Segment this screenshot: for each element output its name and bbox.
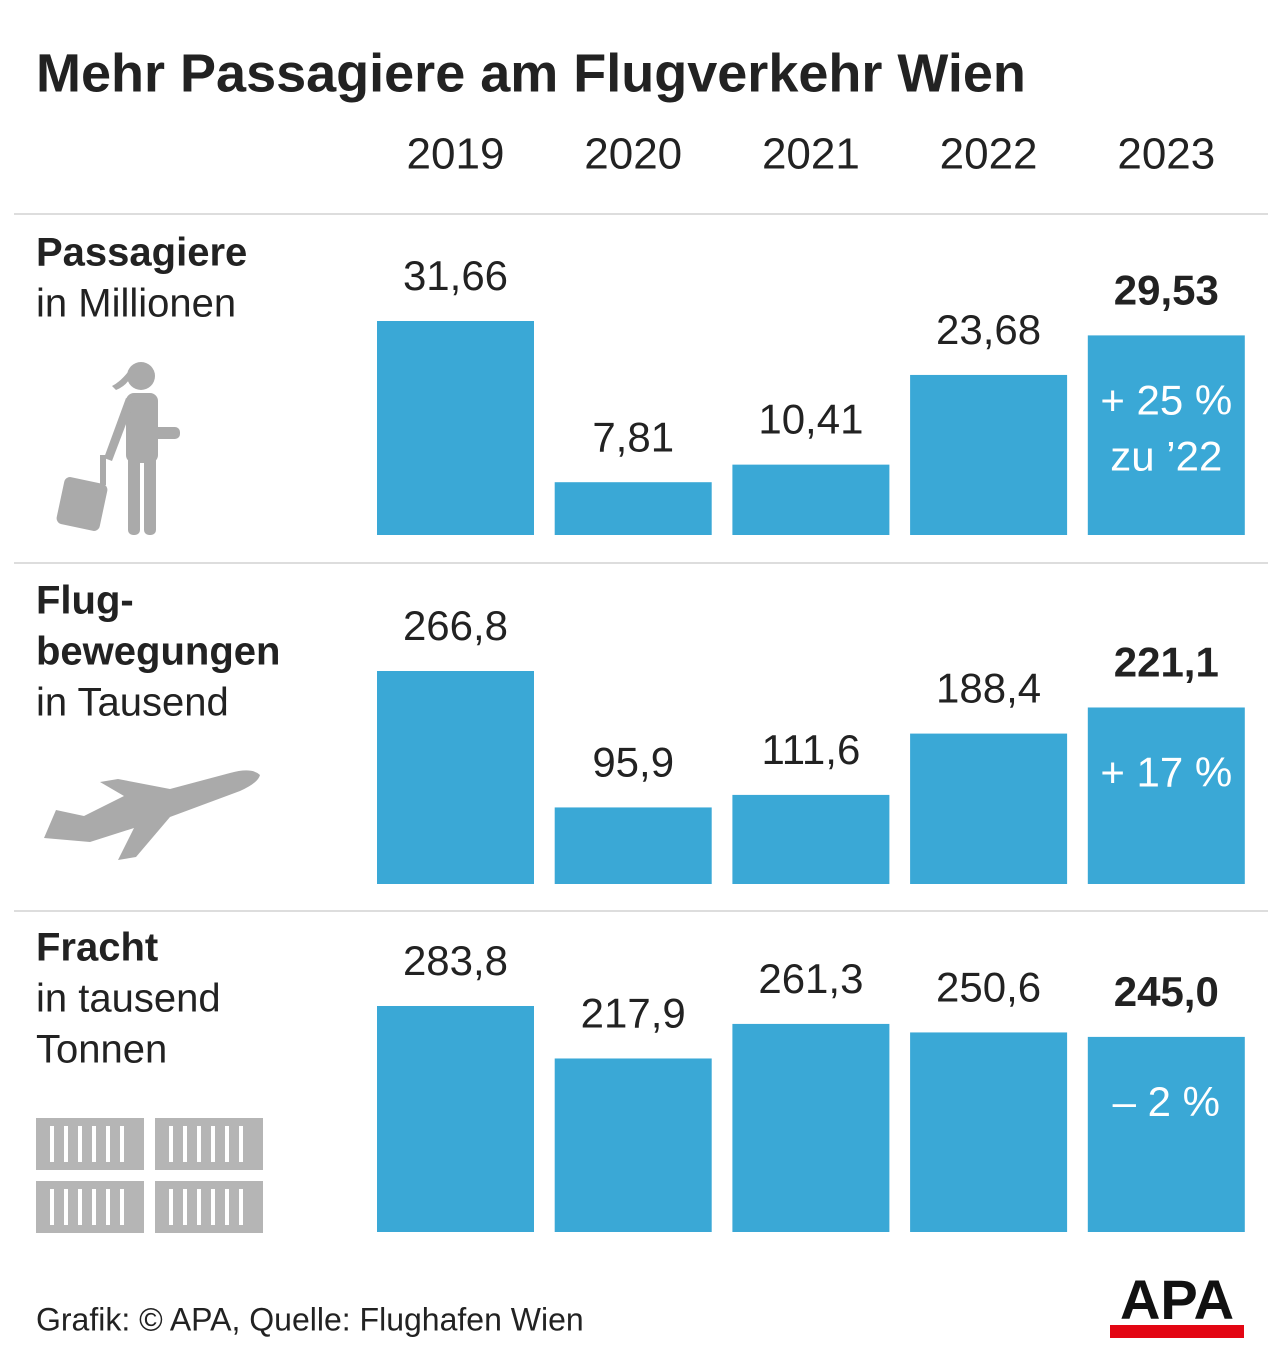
bar — [910, 733, 1068, 884]
value-label: 95,9 — [592, 739, 674, 786]
value-label: 29,53 — [1114, 266, 1219, 313]
value-label: 188,4 — [936, 665, 1041, 712]
bar — [910, 374, 1068, 535]
bar-annotation: + 25 % — [1100, 376, 1232, 423]
panel-title: Flug- — [36, 579, 134, 623]
bar — [732, 794, 890, 884]
value-label: 283,8 — [403, 937, 508, 984]
bar — [554, 482, 712, 535]
value-label: 261,3 — [758, 955, 863, 1002]
panel-title: bewegungen — [36, 630, 280, 674]
plane-icon — [44, 770, 260, 860]
value-label: 217,9 — [581, 990, 686, 1037]
value-label: 266,8 — [403, 602, 508, 649]
bar — [1087, 1036, 1245, 1232]
panel-title: Fracht — [36, 926, 158, 970]
bar — [910, 1032, 1068, 1232]
value-label: 221,1 — [1114, 639, 1219, 686]
year-label: 2020 — [584, 130, 682, 179]
source: Grafik: © APA, Quelle: Flughafen Wien — [36, 1301, 584, 1337]
bar — [554, 1058, 712, 1232]
value-label: 245,0 — [1114, 968, 1219, 1015]
year-label: 2021 — [762, 130, 860, 179]
panel-subtitle: in Tausend — [36, 681, 229, 725]
panel-subtitle: Tonnen — [36, 1028, 167, 1072]
bar — [377, 671, 534, 884]
year-label: 2022 — [940, 130, 1038, 179]
logo-bar — [1110, 1325, 1244, 1338]
value-label: 7,81 — [592, 413, 674, 460]
value-label: 31,66 — [403, 252, 508, 299]
panel-subtitle: in Millionen — [36, 282, 236, 326]
bar — [377, 1006, 534, 1232]
value-label: 10,41 — [758, 396, 863, 443]
bar — [732, 464, 890, 535]
bar-annotation: – 2 % — [1113, 1078, 1220, 1125]
bar — [554, 807, 712, 884]
bar — [1087, 335, 1245, 535]
logo: APA — [1120, 1268, 1234, 1331]
panel-subtitle: in tausend — [36, 977, 221, 1021]
bar — [1087, 707, 1245, 884]
year-label: 2023 — [1117, 130, 1215, 179]
value-label: 111,6 — [761, 726, 860, 773]
bar — [732, 1023, 890, 1232]
year-label: 2019 — [407, 130, 505, 179]
bar — [377, 321, 534, 535]
value-label: 23,68 — [936, 306, 1041, 353]
cargo-icon — [36, 1118, 263, 1233]
panel-title: Passagiere — [36, 231, 247, 275]
chart-title: Mehr Passagiere am Flugverkehr Wien — [36, 43, 1026, 103]
value-label: 250,6 — [936, 964, 1041, 1011]
bar-annotation: zu ’22 — [1110, 432, 1222, 479]
bar-annotation: + 17 % — [1100, 749, 1232, 796]
passenger-icon — [56, 362, 180, 535]
